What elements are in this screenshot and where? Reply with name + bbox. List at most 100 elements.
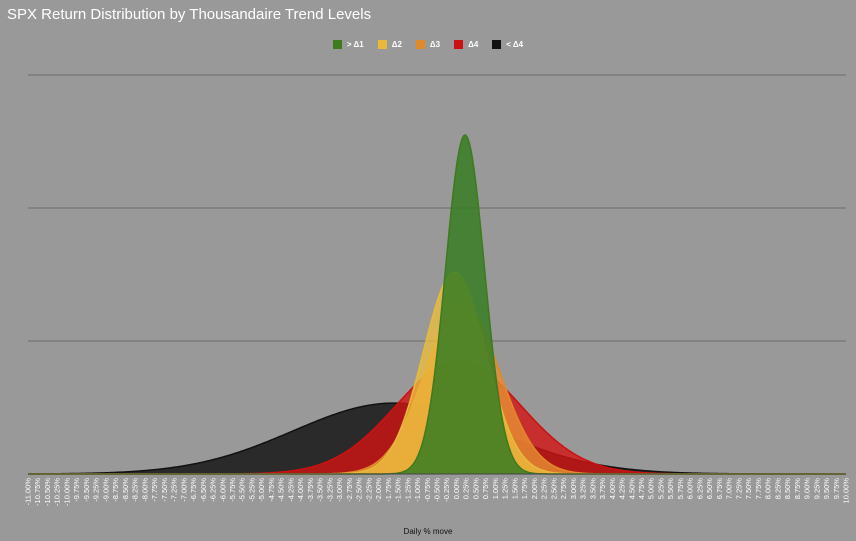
x-tick-label: -5.25% [247,478,256,502]
legend-swatch [332,40,342,49]
legend-label: Δ4 [468,40,479,49]
x-tick-label: 6.75% [715,478,724,500]
x-tick-label: 0.00% [452,478,461,500]
x-tick-label: -0.25% [442,478,451,502]
x-tick-label: 1.00% [491,478,500,500]
chart-title: SPX Return Distribution by Thousandaire … [7,6,372,23]
x-tick-label: -1.25% [403,478,412,502]
x-tick-label: 9.25% [812,478,821,500]
legend-item: > Δ1 [332,40,364,49]
chart-legend: > Δ1 Δ2 Δ3 Δ4 < Δ4 [0,40,856,49]
x-tick-label: 4.00% [608,478,617,500]
x-tick-label: -9.00% [101,478,110,502]
x-tick-label: -3.25% [325,478,334,502]
series-area [28,135,846,474]
x-tick-label: -1.00% [413,478,422,502]
x-tick-label: 6.25% [695,478,704,500]
legend-swatch [492,40,502,49]
legend-label: Δ3 [429,40,441,49]
x-tick-label: -7.75% [150,478,159,502]
legend-label: < Δ4 [506,40,524,49]
x-tick-label: -4.75% [267,478,276,502]
x-tick-label: 9.75% [832,478,841,500]
legend-label: > Δ1 [346,40,364,49]
legend-label: Δ2 [391,40,402,49]
x-tick-label: -2.25% [364,478,373,502]
x-tick-label: -8.25% [131,478,140,502]
x-tick-label: 4.25% [618,478,627,500]
x-tick-label: 1.50% [510,478,519,500]
x-tick-label: 3.00% [569,478,578,500]
x-tick-label: -6.75% [189,478,198,502]
x-tick-label: -6.50% [199,478,208,502]
x-tick-label: 8.75% [793,478,802,500]
x-tick-label: -4.50% [277,478,286,502]
x-tick-label: -5.50% [238,478,247,502]
legend-item: < Δ4 [492,40,523,49]
x-tick-label: 10.00% [842,478,851,504]
x-tick-label: -9.25% [92,478,101,502]
x-tick-label: 8.50% [783,478,792,500]
x-tick-label: -7.50% [160,478,169,502]
x-tick-label: 1.75% [520,478,529,500]
x-tick-label: 5.50% [666,478,675,500]
x-tick-label: 5.00% [647,478,656,500]
x-tick-label: 8.00% [764,478,773,500]
x-tick-label: 9.00% [803,478,812,500]
x-tick-label: 1.25% [501,478,510,500]
x-tick-label: -4.00% [296,478,305,502]
x-tick-label: 2.75% [559,478,568,500]
x-tick-label: -7.25% [170,478,179,502]
x-tick-label: -1.50% [394,478,403,502]
x-tick-label: -6.25% [209,478,218,502]
x-tick-label: -9.75% [72,478,81,502]
x-tick-label: -0.75% [423,478,432,502]
x-axis-label: Daily % move [403,527,453,536]
x-tick-label: 2.00% [530,478,539,500]
x-tick-label: -5.75% [228,478,237,502]
legend-swatch [454,40,464,49]
x-tick-label: -10.75% [33,478,42,506]
x-tick-label: -1.75% [384,478,393,502]
x-tick-label: -4.25% [286,478,295,502]
x-tick-label: 8.25% [773,478,782,500]
x-tick-label: -2.75% [345,478,354,502]
x-tick-label: -5.00% [257,478,266,502]
legend-item: Δ2 [377,40,402,49]
legend-swatch [377,40,387,49]
x-tick-label: -10.00% [62,478,71,506]
x-tick-label: 5.75% [676,478,685,500]
x-tick-label: 6.50% [705,478,714,500]
x-tick-label: -2.50% [355,478,364,502]
legend-item: Δ3 [415,40,441,49]
x-tick-label: -8.75% [111,478,120,502]
x-tick-label: 2.25% [540,478,549,500]
x-tick-label: 0.25% [462,478,471,500]
x-tick-label: -10.50% [43,478,52,506]
x-tick-label: 7.00% [725,478,734,500]
x-tick-label: 0.50% [471,478,480,500]
x-tick-label: 5.25% [656,478,665,500]
x-tick-label: -0.50% [433,478,442,502]
x-tick-label: 9.50% [822,478,831,500]
x-tick-label: 7.75% [754,478,763,500]
x-tick-label: 3.75% [598,478,607,500]
x-tick-label: -7.00% [179,478,188,502]
x-tick-label: -3.00% [335,478,344,502]
x-tick-label: 4.50% [627,478,636,500]
x-tick-label: 0.75% [481,478,490,500]
x-tick-label: 7.25% [734,478,743,500]
x-tick-label: 3.50% [588,478,597,500]
legend-item: Δ4 [454,40,478,49]
legend-swatch [415,40,425,49]
x-tick-label: -11.00% [24,478,33,506]
x-tick-label: -3.50% [316,478,325,502]
x-tick-label: -10.25% [53,478,62,506]
x-tick-label: -3.75% [306,478,315,502]
x-tick-label: 7.50% [744,478,753,500]
x-tick-label: -8.00% [140,478,149,502]
x-tick-label: -2.00% [374,478,383,502]
x-tick-label: 2.50% [549,478,558,500]
